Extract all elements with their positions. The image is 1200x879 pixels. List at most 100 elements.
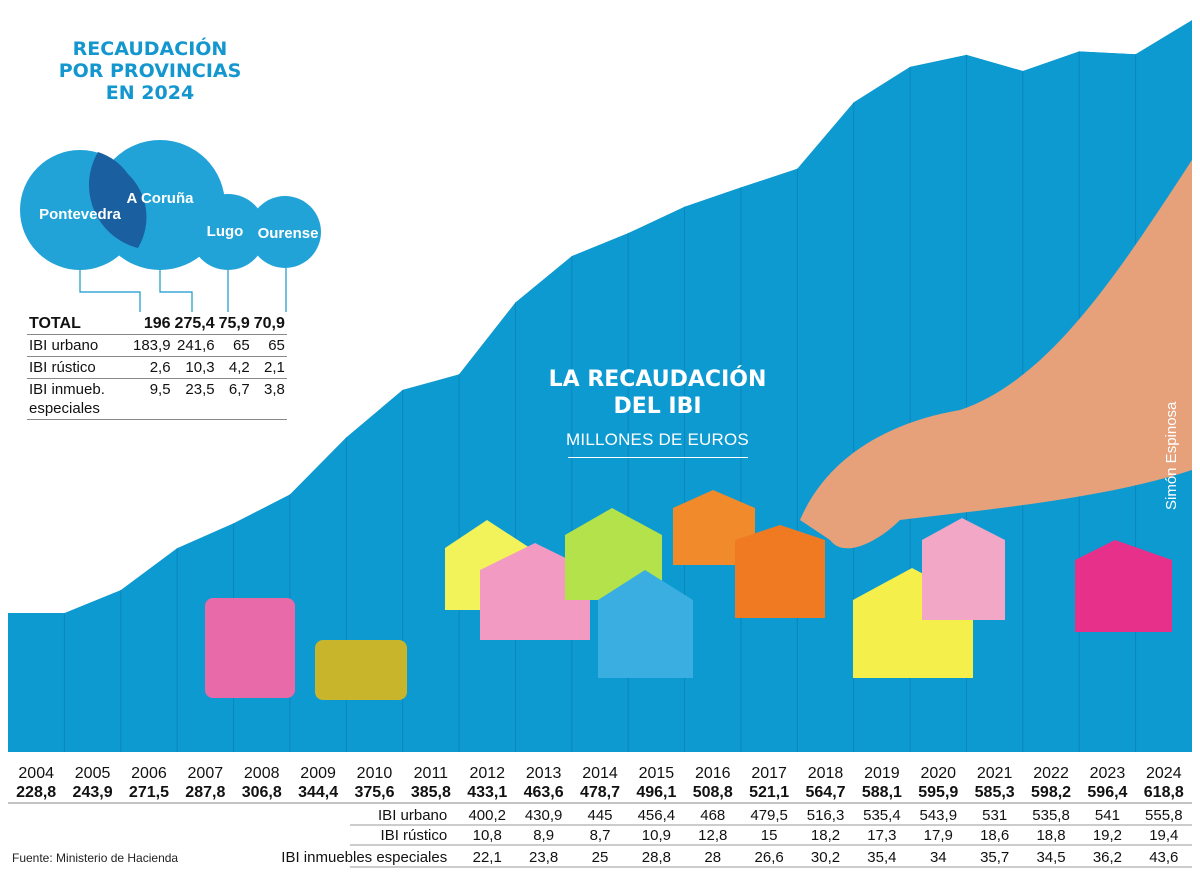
breakdown-value: 516,3 xyxy=(807,807,845,824)
year-tick-label: 2018 xyxy=(808,765,844,782)
breakdown-value: 18,6 xyxy=(980,827,1009,844)
table-cell: 65 xyxy=(216,334,252,357)
pink-coin-stack xyxy=(205,598,295,698)
breakdown-value: 479,5 xyxy=(750,807,788,824)
provinces-especiales-row: IBI inmueb. especiales 9,5 23,5 6,7 3,8 xyxy=(27,378,287,420)
chart-subtitle: MILLONES DE EUROS xyxy=(566,430,749,449)
breakdown-value: 23,8 xyxy=(529,849,558,866)
total-value-label: 306,8 xyxy=(242,784,282,801)
breakdown-value: 456,4 xyxy=(638,807,676,824)
breakdown-value: 28,8 xyxy=(642,849,671,866)
province-bubble xyxy=(249,196,321,268)
total-value-label: 508,8 xyxy=(693,784,733,801)
bubble-overlap xyxy=(89,152,147,248)
bubble-label: Lugo xyxy=(207,223,244,240)
year-tick-label: 2020 xyxy=(920,765,956,782)
subtitle-rule xyxy=(567,457,748,458)
table-cell: 2,1 xyxy=(251,356,287,379)
breakdown-value: 35,7 xyxy=(980,849,1009,866)
total-value-label: 588,1 xyxy=(862,784,902,801)
breakdown-value: 35,4 xyxy=(867,849,896,866)
provinces-urbano-row: IBI urbano 183,9 241,6 65 65 xyxy=(27,334,287,357)
year-tick-label: 2011 xyxy=(414,765,449,782)
table-cell: 275,4 xyxy=(172,313,217,335)
provinces-total-row: TOTAL 196 275,4 75,9 70,9 xyxy=(27,313,287,335)
total-value-label: 385,8 xyxy=(411,784,451,801)
total-value-label: 463,6 xyxy=(524,784,564,801)
gold-coin-stack xyxy=(315,640,407,700)
total-value-label: 496,1 xyxy=(636,784,676,801)
table-cell: 9,5 xyxy=(131,378,173,420)
light-pink-house xyxy=(922,518,1005,620)
table-cell: 65 xyxy=(251,334,287,357)
year-tick-label: 2007 xyxy=(188,765,224,782)
total-value-label: 521,1 xyxy=(749,784,789,801)
year-tick-label: 2014 xyxy=(582,765,618,782)
breakdown-row-label: IBI rústico xyxy=(381,827,448,844)
provinces-title-line-2: POR PROVINCIAS xyxy=(58,60,242,82)
breakdown-value: 19,2 xyxy=(1093,827,1122,844)
total-value-label: 598,2 xyxy=(1031,784,1071,801)
breakdown-value: 26,6 xyxy=(755,849,784,866)
year-tick-label: 2024 xyxy=(1146,765,1182,782)
row-label: IBI inmueb. especiales xyxy=(27,378,131,420)
table-cell: 6,7 xyxy=(216,378,252,420)
table-cell: 23,5 xyxy=(172,378,217,420)
breakdown-value: 543,9 xyxy=(920,807,958,824)
province-bubble xyxy=(190,194,266,270)
provinces-table: TOTAL 196 275,4 75,9 70,9 IBI urbano 183… xyxy=(27,313,287,420)
breakdown-value: 28 xyxy=(704,849,721,866)
table-cell: 241,6 xyxy=(172,334,217,357)
breakdown-value: 25 xyxy=(592,849,609,866)
breakdown-value: 12,8 xyxy=(698,827,727,844)
breakdown-value: 10,9 xyxy=(642,827,671,844)
breakdown-value: 43,6 xyxy=(1149,849,1178,866)
year-tick-label: 2017 xyxy=(751,765,787,782)
total-value-label: 228,8 xyxy=(16,784,56,801)
area-mask xyxy=(0,0,1200,613)
table-cell: 75,9 xyxy=(216,313,252,335)
total-value-label: 271,5 xyxy=(129,784,169,801)
breakdown-value: 18,8 xyxy=(1036,827,1065,844)
photo-credit: Simón Espinosa xyxy=(1163,401,1180,510)
breakdown-value: 17,9 xyxy=(924,827,953,844)
breakdown-value: 34,5 xyxy=(1036,849,1065,866)
breakdown-value: 15 xyxy=(761,827,778,844)
breakdown-row-label: IBI inmuebles especiales xyxy=(281,849,447,866)
breakdown-value: 445 xyxy=(587,807,612,824)
breakdown-value: 535,4 xyxy=(863,807,901,824)
chart-title-line-2: DEL IBI xyxy=(613,394,702,419)
provinces-title-line-3: EN 2024 xyxy=(105,82,195,104)
breakdown-value: 8,7 xyxy=(590,827,611,844)
breakdown-value: 555,8 xyxy=(1145,807,1183,824)
breakdown-value: 36,2 xyxy=(1093,849,1122,866)
breakdown-value: 18,2 xyxy=(811,827,840,844)
area-fill xyxy=(8,20,1192,752)
breakdown-value: 430,9 xyxy=(525,807,563,824)
breakdown-value: 531 xyxy=(982,807,1007,824)
chart-title-line-1: LA RECAUDACIÓN xyxy=(548,367,767,392)
breakdown-value: 400,2 xyxy=(468,807,506,824)
table-cell: 10,3 xyxy=(172,356,217,379)
total-value-label: 433,1 xyxy=(467,784,507,801)
row-label: IBI rústico xyxy=(27,356,131,379)
table-cell: 2,6 xyxy=(131,356,173,379)
orange-house-back xyxy=(673,490,755,565)
year-tick-label: 2016 xyxy=(695,765,731,782)
total-value-label: 596,4 xyxy=(1087,784,1127,801)
breakdown-value: 8,9 xyxy=(533,827,554,844)
total-value-label: 243,9 xyxy=(73,784,113,801)
row-label: TOTAL xyxy=(27,313,131,335)
source-note: Fuente: Ministerio de Hacienda xyxy=(12,851,179,865)
hand-illustration xyxy=(800,160,1192,549)
magenta-house xyxy=(1075,540,1172,632)
breakdown-value: 541 xyxy=(1095,807,1120,824)
provinces-rustico-row: IBI rústico 2,6 10,3 4,2 2,1 xyxy=(27,356,287,379)
table-cell: 183,9 xyxy=(131,334,173,357)
table-cell: 70,9 xyxy=(251,313,287,335)
total-value-label: 344,4 xyxy=(298,784,338,801)
year-tick-label: 2023 xyxy=(1090,765,1126,782)
bubble-label: Ourense xyxy=(258,225,319,242)
pink-house xyxy=(480,543,590,640)
